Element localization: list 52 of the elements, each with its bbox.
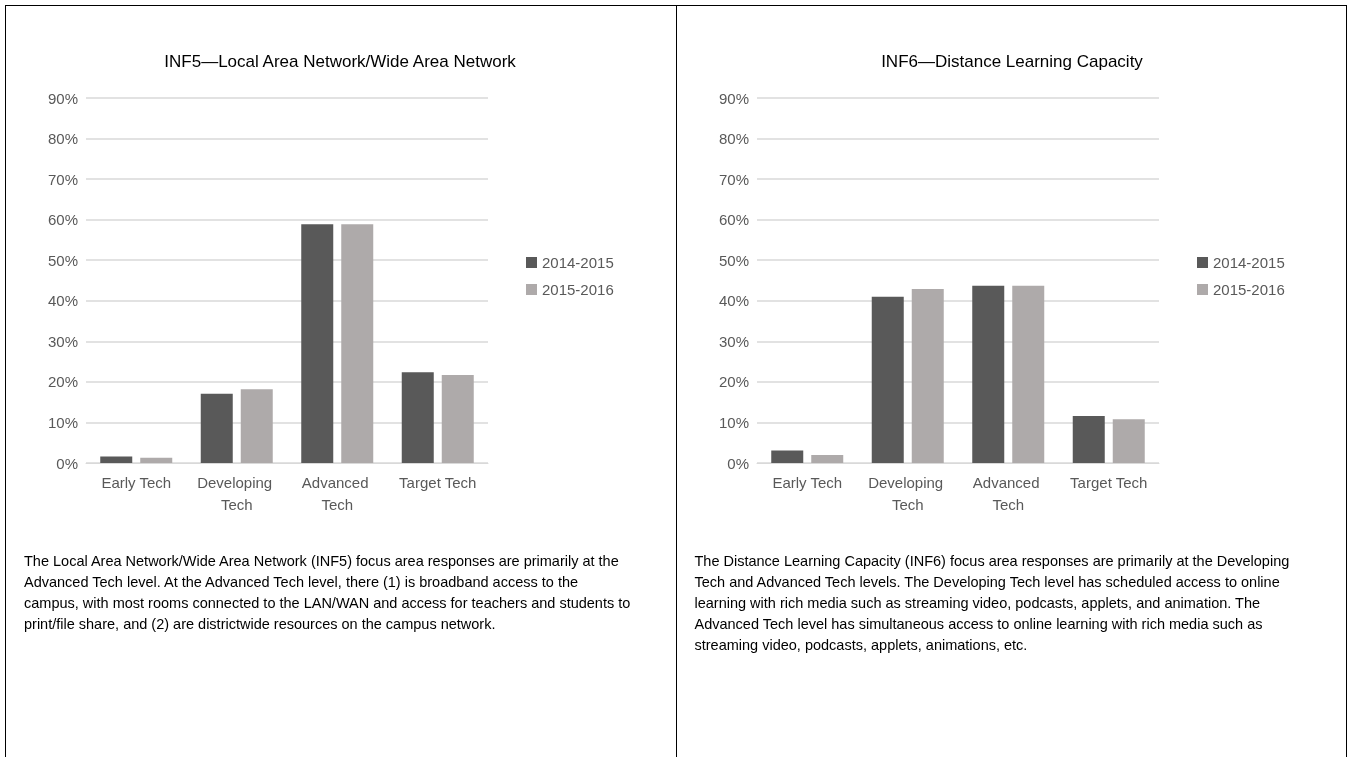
chart-title: INF5—Local Area Network/Wide Area Network xyxy=(164,52,517,71)
y-tick-label: 50% xyxy=(47,251,78,269)
x-tick-label: Early Tech xyxy=(771,473,842,491)
bar xyxy=(1072,415,1105,463)
bar xyxy=(871,296,904,463)
y-tick-label: 20% xyxy=(718,373,749,391)
y-tick-label: 0% xyxy=(726,454,749,472)
bar xyxy=(441,374,474,463)
bar xyxy=(770,450,803,463)
y-tick-label: 10% xyxy=(47,413,78,431)
y-tick-label: 60% xyxy=(47,211,78,229)
y-tick-label: 10% xyxy=(718,413,749,431)
chart-title: INF6—Distance Learning Capacity xyxy=(880,52,1143,71)
x-tick-label: Target Tech xyxy=(1069,473,1147,491)
x-tick-label: Advanced Tech xyxy=(972,473,1044,513)
legend-label: 2015-2016 xyxy=(1212,281,1285,298)
y-tick-label: 60% xyxy=(718,211,749,229)
legend-label: 2014-2015 xyxy=(542,254,614,271)
y-tick-label: 70% xyxy=(47,170,78,188)
bar xyxy=(341,224,374,463)
x-tick-label: Developing Tech xyxy=(867,473,947,513)
y-tick-label: 0% xyxy=(56,454,78,472)
bar xyxy=(1112,419,1145,463)
y-tick-label: 20% xyxy=(47,373,78,391)
bar xyxy=(971,285,1004,463)
y-tick-label: 80% xyxy=(47,130,78,148)
text: The Distance Learning Capacity (INF6) focus area responses are primarily at the Developing Tech and Advanced Tech levels. The Developing Tech level has scheduled access to online learning with rich media such as streaming video, podcasts, applets, and animation. The Advanced Tech level has simultaneous access to online learning with rich media such as streaming video, podcasts, applets, animations, etc. xyxy=(694,552,1291,655)
bar xyxy=(200,393,233,463)
bar xyxy=(911,289,944,463)
bar xyxy=(401,372,434,463)
text: The Local Area Network/Wide Area Network (INF5) focus area responses are primarily at the Advanced Tech level. At the Advanced Tech level, there (1) is broadband access to the campus, with most rooms connected to the LAN/WAN and access for teachers and students to print/file share, and (2) are districtwide resources on the campus network. xyxy=(24,552,632,634)
x-tick-label: Advanced Tech xyxy=(301,473,373,513)
x-tick-label: Early Tech xyxy=(101,473,172,491)
y-tick-label: 90% xyxy=(47,89,78,107)
y-tick-label: 40% xyxy=(718,292,749,310)
legend-label: 2014-2015 xyxy=(1212,254,1285,271)
y-tick-label: 30% xyxy=(47,332,78,350)
bar xyxy=(100,456,133,463)
bar xyxy=(240,389,273,463)
x-tick-label: Target Tech xyxy=(399,473,477,491)
y-tick-label: 80% xyxy=(718,130,749,148)
bar xyxy=(301,224,334,463)
y-tick-label: 90% xyxy=(718,89,749,107)
y-tick-label: 50% xyxy=(718,251,749,269)
bar xyxy=(810,454,843,463)
y-tick-label: 70% xyxy=(718,170,749,188)
y-tick-label: 30% xyxy=(718,332,749,350)
x-tick-label: Developing Tech xyxy=(197,473,277,513)
y-tick-label: 40% xyxy=(47,292,78,310)
legend-label: 2015-2016 xyxy=(542,281,614,298)
bar xyxy=(1011,285,1044,463)
bar xyxy=(140,457,173,463)
